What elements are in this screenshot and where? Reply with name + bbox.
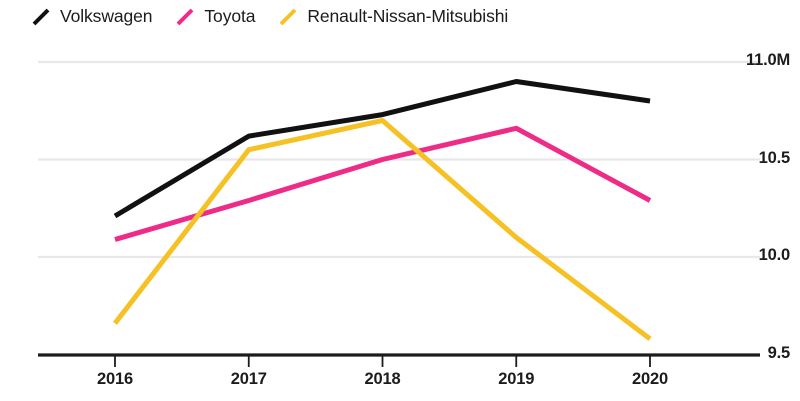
series-line-toyota — [114, 125, 652, 242]
legend-label-toyota: Toyota — [204, 6, 256, 27]
legend-label-renault-nissan-mitsubishi: Renault-Nissan-Mitsubishi — [307, 6, 509, 27]
legend-item-volkswagen[interactable]: Volkswagen — [30, 6, 153, 28]
x-axis-tick-label: 2017 — [230, 370, 267, 388]
x-axis-ticks — [114, 355, 651, 367]
line-swatch-icon — [176, 8, 194, 26]
legend-label-volkswagen: Volkswagen — [60, 6, 153, 27]
series-lines — [113, 79, 652, 341]
series-line-volkswagen — [113, 79, 651, 219]
x-axis-tick-label: 2020 — [632, 370, 668, 388]
line-swatch-icon — [32, 8, 50, 26]
legend-item-toyota[interactable]: Toyota — [174, 6, 255, 28]
y-axis-tick-label: 9.5 — [767, 343, 791, 362]
x-axis-tick-label: 2018 — [364, 370, 401, 388]
y-axis-tick-label: 10.5 — [758, 148, 791, 167]
y-axis-tick-label: 11.0M — [746, 51, 790, 69]
y-axis-tick-label: 10.0 — [758, 246, 791, 264]
x-axis-tick-label: 2019 — [498, 370, 535, 388]
chart-legend: Volkswagen Toyota Renault-Nissan-Mitsubi… — [30, 2, 530, 32]
gridlines — [38, 60, 760, 259]
legend-item-renault-nissan-mitsubishi[interactable]: Renault-Nissan-Mitsubishi — [277, 6, 508, 28]
x-axis-tick-label: 2016 — [97, 370, 133, 388]
series-line-renault-nissan-mitsubishi — [113, 118, 652, 341]
line-swatch-icon — [279, 8, 297, 26]
x-axis — [38, 353, 760, 367]
